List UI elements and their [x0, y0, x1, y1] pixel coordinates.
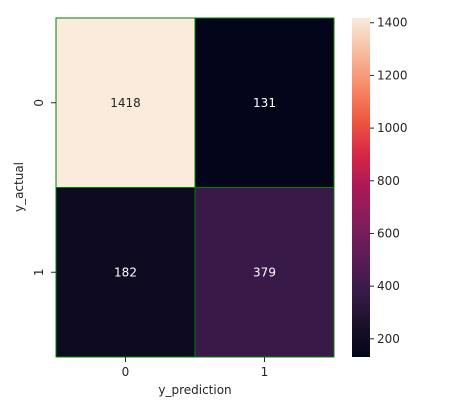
colorbar-tick-label: 600 — [377, 226, 400, 240]
cell-value-label: 182 — [114, 265, 137, 279]
colorbar-tick-label: 400 — [377, 279, 400, 293]
colorbar-tick-label: 1400 — [377, 16, 408, 30]
heatmap-cell — [194, 17, 335, 188]
colorbar-tick-label: 200 — [377, 332, 400, 346]
colorbar-tick-label: 800 — [377, 174, 400, 188]
cell-value-label: 1418 — [110, 96, 141, 110]
y-tick-label: 0 — [32, 99, 46, 107]
x-axis-label: y_prediction — [158, 383, 231, 397]
x-tick-label: 1 — [261, 365, 269, 379]
cell-value-label: 131 — [253, 96, 276, 110]
cell-annotations: 1418 131 182 379 — [110, 96, 276, 280]
colorbar — [352, 18, 370, 357]
y-axis-label: y_actual — [12, 162, 26, 212]
heatmap-cell — [55, 17, 196, 188]
colorbar-tick-label: 1200 — [377, 68, 408, 82]
colorbar-tick-label: 1000 — [377, 121, 408, 135]
y-tick-label: 1 — [32, 268, 46, 276]
colorbar-ticks: 200 400 600 800 1000 1200 1400 — [370, 16, 408, 346]
heatmap-cell — [194, 187, 335, 358]
heatmap-cell — [55, 187, 196, 358]
heatmap-cells — [55, 17, 335, 358]
y-axis-ticks: 01 — [32, 99, 56, 276]
x-tick-label: 0 — [122, 365, 130, 379]
cell-value-label: 379 — [253, 265, 276, 279]
